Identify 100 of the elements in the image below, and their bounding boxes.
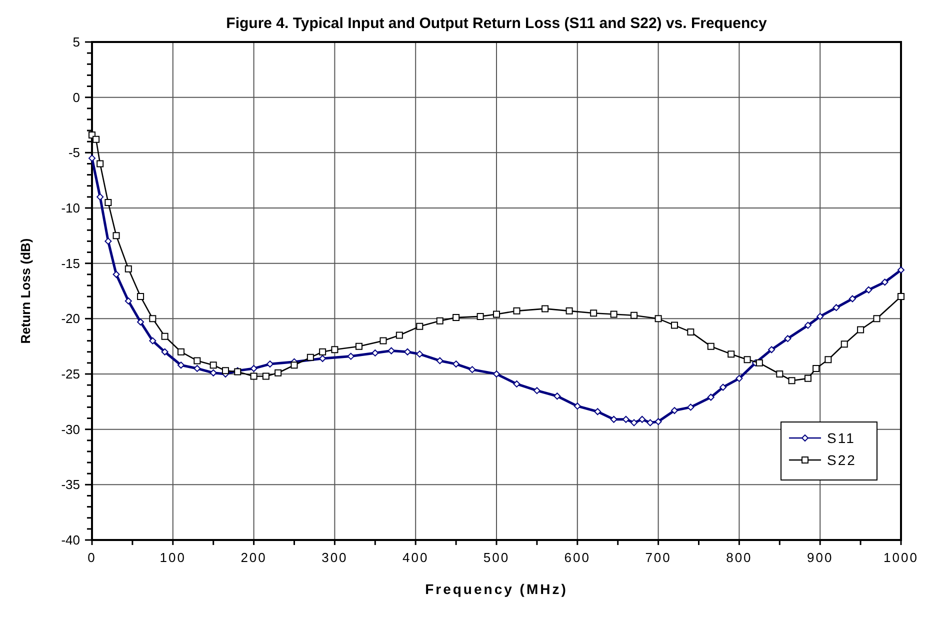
point [104,238,112,245]
y-tick-label: -15 [61,256,80,271]
point [533,387,540,394]
point [590,310,598,317]
point [768,346,776,354]
point [274,369,282,376]
point [319,348,326,356]
x-tick-label: 500 [483,550,510,565]
point [857,326,864,334]
point [824,356,832,364]
chart-title: Figure 4. Typical Input and Output Return Loss (S11 and S22) vs. Frequency [226,15,768,32]
point [622,416,630,423]
point [881,278,888,286]
point [812,364,820,372]
point [670,407,678,414]
point [210,369,217,376]
x-tick-label: 900 [807,550,834,565]
y-tick-label: 0 [72,90,80,105]
point [898,266,904,274]
y-tick-label: 5 [72,34,80,50]
point [112,232,120,240]
point [638,416,646,423]
legend-label: S11 [827,430,856,446]
point [331,346,338,354]
point [687,328,694,336]
point [416,350,424,358]
legend-label: S22 [827,452,856,468]
x-tick-label: 400 [402,550,429,565]
y-tick-label: -10 [61,200,80,216]
x-tick-label: 0 [88,550,96,565]
point [873,315,880,322]
point [222,367,229,374]
point [290,362,298,369]
x-tick-label: 700 [645,550,672,565]
x-tick-label: 1000 [884,550,918,565]
point [404,348,412,356]
point [744,356,751,364]
point [124,297,132,304]
x-axis-title: Frequency (MHz) [425,581,568,597]
y-tick-label: -40 [61,532,80,548]
point [720,384,727,391]
point [194,357,201,364]
point [194,364,201,372]
point [124,265,132,272]
x-tick-label: 600 [564,550,590,565]
point [306,354,314,361]
point [840,340,848,348]
point [848,295,856,302]
point [513,380,520,388]
point [96,193,104,200]
point [266,360,274,368]
y-axis-title: Return Loss (dB) [18,238,33,344]
point [654,418,662,426]
point [149,315,156,322]
x-tick-label: 800 [726,550,752,565]
point [646,419,654,426]
point [654,315,662,322]
point [493,310,500,318]
point [137,293,144,300]
point [319,355,326,362]
point [630,419,638,426]
point [161,348,168,356]
point [804,374,812,382]
point [436,357,444,364]
point [756,359,763,366]
point [610,310,618,318]
point [250,364,258,372]
point [452,314,460,322]
point [832,304,840,312]
point [687,404,694,411]
point [250,372,258,380]
point [630,312,638,319]
y-tick-label: -5 [68,145,80,160]
point [784,335,792,342]
point [776,370,784,378]
point [96,160,104,168]
point [707,342,714,350]
point [380,337,387,344]
point [137,318,144,326]
point [707,394,714,401]
y-tick-label: -25 [61,366,80,382]
point [542,305,549,312]
point [347,352,354,360]
point [513,307,520,314]
point [355,342,362,350]
x-tick-label: 300 [322,550,348,565]
point [574,402,581,410]
point [566,307,573,314]
x-tick-label: 200 [240,550,267,565]
point [610,416,618,423]
point [788,377,796,384]
point [92,136,100,143]
point [396,332,403,339]
point [262,372,270,380]
point [161,332,168,340]
point [594,408,602,416]
point [476,312,484,320]
y-tick-label: -20 [61,311,80,326]
point [816,312,824,320]
point [210,362,217,369]
